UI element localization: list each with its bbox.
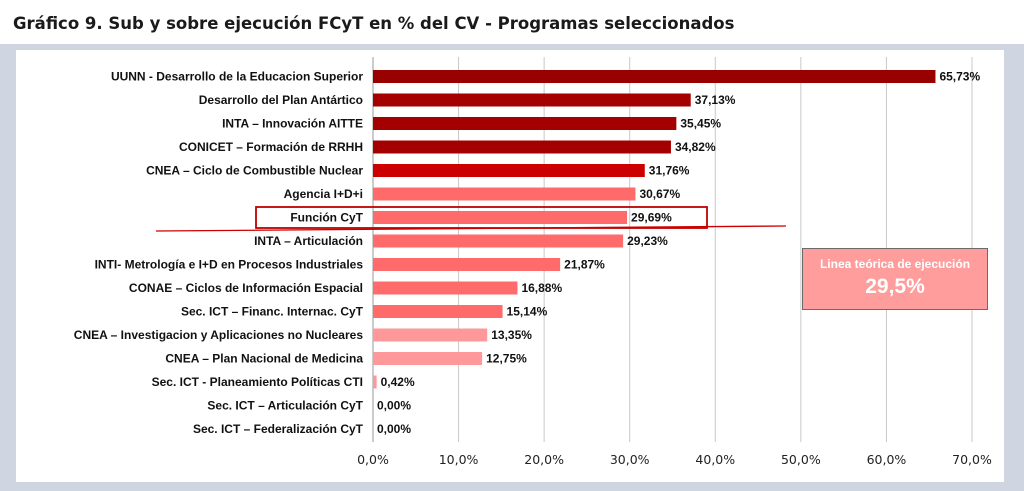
category-label: UUNN - Desarrollo de la Educacion Superi… bbox=[111, 70, 363, 84]
x-tick-label: 70,0% bbox=[952, 452, 992, 467]
category-label: Sec. ICT – Federalización CyT bbox=[193, 422, 364, 436]
category-label: Sec. ICT – Articulación CyT bbox=[207, 399, 363, 413]
category-label: CNEA – Plan Nacional de Medicina bbox=[165, 352, 363, 366]
value-label: 15,14% bbox=[507, 305, 548, 319]
value-label: 29,69% bbox=[631, 211, 672, 225]
category-label: INTA – Innovación AITTE bbox=[222, 117, 363, 131]
value-label: 13,35% bbox=[491, 328, 532, 342]
x-tick-label: 50,0% bbox=[781, 452, 821, 467]
category-label: CONAE – Ciclos de Información Espacial bbox=[129, 281, 363, 295]
bar bbox=[373, 140, 671, 154]
reference-line-value: 29,5% bbox=[865, 275, 925, 298]
title-band: Gráfico 9. Sub y sobre ejecución FCyT en… bbox=[0, 0, 1024, 44]
bar bbox=[373, 258, 561, 271]
value-label: 65,73% bbox=[939, 70, 980, 84]
reference-line bbox=[155, 225, 787, 232]
value-label: 31,76% bbox=[649, 164, 690, 178]
bar-chart: UUNN - Desarrollo de la Educacion Superi… bbox=[74, 57, 992, 467]
category-label: Agencia I+D+i bbox=[284, 187, 363, 201]
bar bbox=[373, 164, 645, 177]
bars bbox=[373, 70, 936, 389]
category-label: Sec. ICT - Planeamiento Políticas CTI bbox=[152, 375, 363, 389]
category-label: INTA – Articulación bbox=[254, 234, 363, 248]
category-label: Sec. ICT – Financ. Internac. CyT bbox=[181, 305, 364, 319]
bar bbox=[373, 187, 636, 201]
x-tick-label: 20,0% bbox=[524, 452, 564, 467]
category-label: CONICET – Formación de RRHH bbox=[179, 140, 363, 154]
category-label: Función CyT bbox=[290, 211, 363, 225]
value-label: 35,45% bbox=[680, 117, 721, 131]
bar bbox=[373, 375, 377, 389]
bar bbox=[373, 93, 691, 107]
bar bbox=[373, 305, 503, 318]
category-labels: UUNN - Desarrollo de la Educacion Superi… bbox=[74, 70, 364, 437]
value-label: 0,00% bbox=[377, 399, 411, 413]
x-tick-label: 0,0% bbox=[357, 452, 389, 467]
bar bbox=[373, 234, 624, 248]
x-tick-label: 30,0% bbox=[610, 452, 650, 467]
bar bbox=[373, 328, 488, 342]
value-label: 0,42% bbox=[381, 375, 415, 389]
value-label: 29,23% bbox=[627, 234, 668, 248]
value-labels: 65,73% 37,13% 35,45% 34,82% 31,76% 30,67% 29,6… bbox=[377, 70, 980, 437]
category-label: CNEA – Investigacion y Aplicaciones no N… bbox=[74, 328, 364, 342]
x-tick-label: 40,0% bbox=[695, 452, 735, 467]
category-label: INTI- Metrología e I+D en Procesos Indus… bbox=[95, 258, 364, 272]
bar bbox=[373, 117, 677, 130]
value-label: 0,00% bbox=[377, 422, 411, 436]
x-axis-ticks: 0,0% 10,0% 20,0% 30,0% 40,0% 50,0% 60,0% 70,0% bbox=[357, 452, 992, 467]
category-label: Desarrollo del Plan Antártico bbox=[199, 93, 363, 107]
reference-line-label: Linea teórica de ejecución bbox=[819, 257, 971, 271]
value-label: 30,67% bbox=[639, 187, 680, 201]
bar bbox=[373, 70, 936, 83]
bar bbox=[373, 211, 628, 224]
chart-panel: UUNN - Desarrollo de la Educacion Superi… bbox=[16, 50, 1004, 482]
value-label: 21,87% bbox=[564, 258, 605, 272]
x-tick-label: 60,0% bbox=[867, 452, 907, 467]
value-label: 37,13% bbox=[695, 93, 736, 107]
value-label: 12,75% bbox=[486, 352, 527, 366]
value-label: 16,88% bbox=[521, 281, 562, 295]
bar bbox=[373, 352, 483, 365]
bar bbox=[373, 281, 518, 295]
category-label: CNEA – Ciclo de Combustible Nuclear bbox=[146, 164, 363, 178]
x-tick-label: 10,0% bbox=[439, 452, 479, 467]
reference-line-layer bbox=[155, 206, 787, 232]
reference-line-callout: Linea teórica de ejecución 29,5% bbox=[802, 248, 988, 310]
value-label: 34,82% bbox=[675, 140, 716, 154]
chart-title: Gráfico 9. Sub y sobre ejecución FCyT en… bbox=[13, 14, 735, 33]
